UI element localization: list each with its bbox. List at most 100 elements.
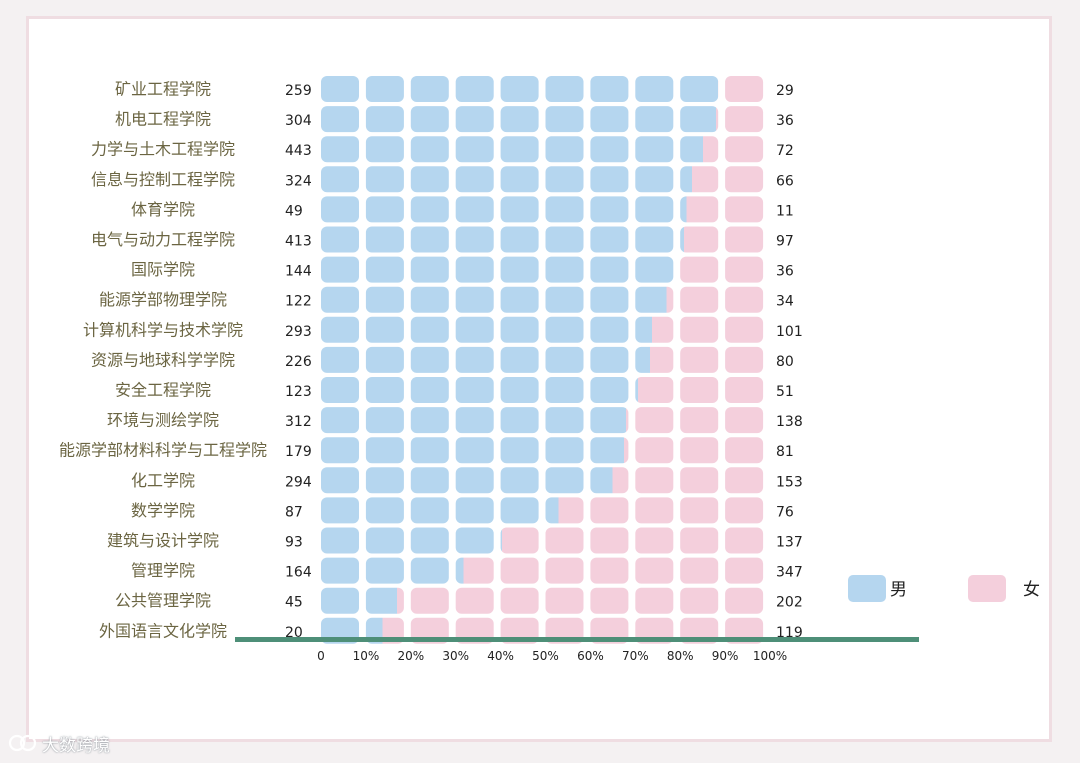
bar-block (635, 256, 674, 283)
bar-block (321, 377, 359, 403)
bar-block (500, 196, 539, 223)
bar-block (545, 166, 584, 193)
bar-block (365, 106, 404, 133)
bar-block (635, 587, 674, 614)
bar-block (545, 256, 584, 283)
female-value-label: 153 (776, 474, 803, 490)
female-value-label: 119 (776, 625, 803, 641)
bar-block (545, 467, 584, 494)
bar-block (680, 76, 719, 102)
bar-block (635, 286, 674, 313)
bar-block (455, 106, 494, 133)
bar-block (410, 76, 449, 102)
female-value-label: 80 (776, 354, 794, 370)
female-value-label: 36 (776, 113, 794, 129)
bar-block (635, 196, 674, 223)
bar-block (680, 467, 719, 494)
bar-block (500, 407, 539, 434)
category-label: 资源与地球科学学院 (91, 350, 235, 369)
bar-block (365, 166, 404, 193)
bar-block (545, 377, 584, 403)
bar-block (321, 437, 359, 464)
bar-block (455, 587, 494, 614)
bar-block (725, 166, 764, 193)
bar-block (725, 226, 764, 253)
bar-block (635, 557, 674, 584)
bar-block (365, 467, 404, 494)
logo-icon (8, 734, 37, 752)
female-value-label: 97 (776, 234, 794, 250)
x-tick-label: 100% (753, 649, 787, 663)
bar-block (410, 316, 449, 343)
bar-block (321, 226, 359, 253)
bar-block (410, 437, 449, 464)
female-value-label: 36 (776, 264, 794, 280)
bar-block (410, 136, 449, 163)
bar-block (545, 346, 584, 373)
bar-block (500, 256, 539, 283)
bar-block (680, 587, 719, 614)
bar-block (365, 76, 404, 102)
male-value-label: 293 (285, 324, 312, 340)
bar-block (410, 467, 449, 494)
bar-block (545, 76, 584, 102)
watermark: 大数跨境 (8, 728, 110, 758)
bar-block (725, 557, 764, 584)
x-tick-label: 50% (532, 649, 559, 663)
chart-frame (26, 16, 1052, 742)
bar-block (680, 286, 719, 313)
bar-block (590, 377, 629, 403)
bar-block (365, 377, 404, 403)
bar-block (590, 557, 629, 584)
bar-block (321, 166, 359, 193)
bar-block (545, 497, 584, 524)
male-value-label: 324 (285, 173, 312, 189)
male-value-label: 49 (285, 203, 303, 219)
male-value-label: 20 (285, 625, 303, 641)
bar-block (455, 196, 494, 223)
baseline (235, 637, 919, 642)
category-label: 国际学院 (131, 260, 195, 279)
legend-label: 女 (1023, 580, 1040, 600)
bar-block (410, 256, 449, 283)
legend-swatch (848, 575, 886, 602)
x-tick-label: 60% (577, 649, 604, 663)
female-value-label: 202 (776, 595, 803, 611)
bar-block (590, 497, 629, 524)
bar-block (500, 166, 539, 193)
category-label: 矿业工程学院 (115, 80, 211, 99)
bar-block (635, 527, 674, 554)
category-label: 机电工程学院 (115, 110, 211, 129)
bar-block (590, 196, 629, 223)
bar-block (455, 497, 494, 524)
bar-block (365, 557, 404, 584)
bar-block (410, 407, 449, 434)
bar-block (410, 377, 449, 403)
bar-block (590, 407, 629, 434)
male-value-label: 122 (285, 294, 312, 310)
bar-block (725, 587, 764, 614)
bar-block (725, 437, 764, 464)
female-value-label: 76 (776, 504, 794, 520)
x-tick-label: 0 (317, 649, 325, 663)
bar-block (545, 587, 584, 614)
bar-block (725, 76, 764, 102)
bar-block (500, 226, 539, 253)
male-value-label: 259 (285, 83, 312, 99)
bar-block (321, 136, 359, 163)
bar-block (500, 106, 539, 133)
bar-block (500, 346, 539, 373)
bar-block (635, 467, 674, 494)
female-value-label: 34 (776, 294, 794, 310)
female-value-label: 29 (776, 83, 794, 99)
bar-block (590, 136, 629, 163)
bar-block (545, 557, 584, 584)
bar-block (500, 316, 539, 343)
bar-block (365, 226, 404, 253)
bar-block (680, 106, 719, 133)
bar-block (365, 346, 404, 373)
female-value-label: 66 (776, 173, 794, 189)
bar-block (680, 557, 719, 584)
bar-block (725, 467, 764, 494)
bar-block (635, 316, 674, 343)
